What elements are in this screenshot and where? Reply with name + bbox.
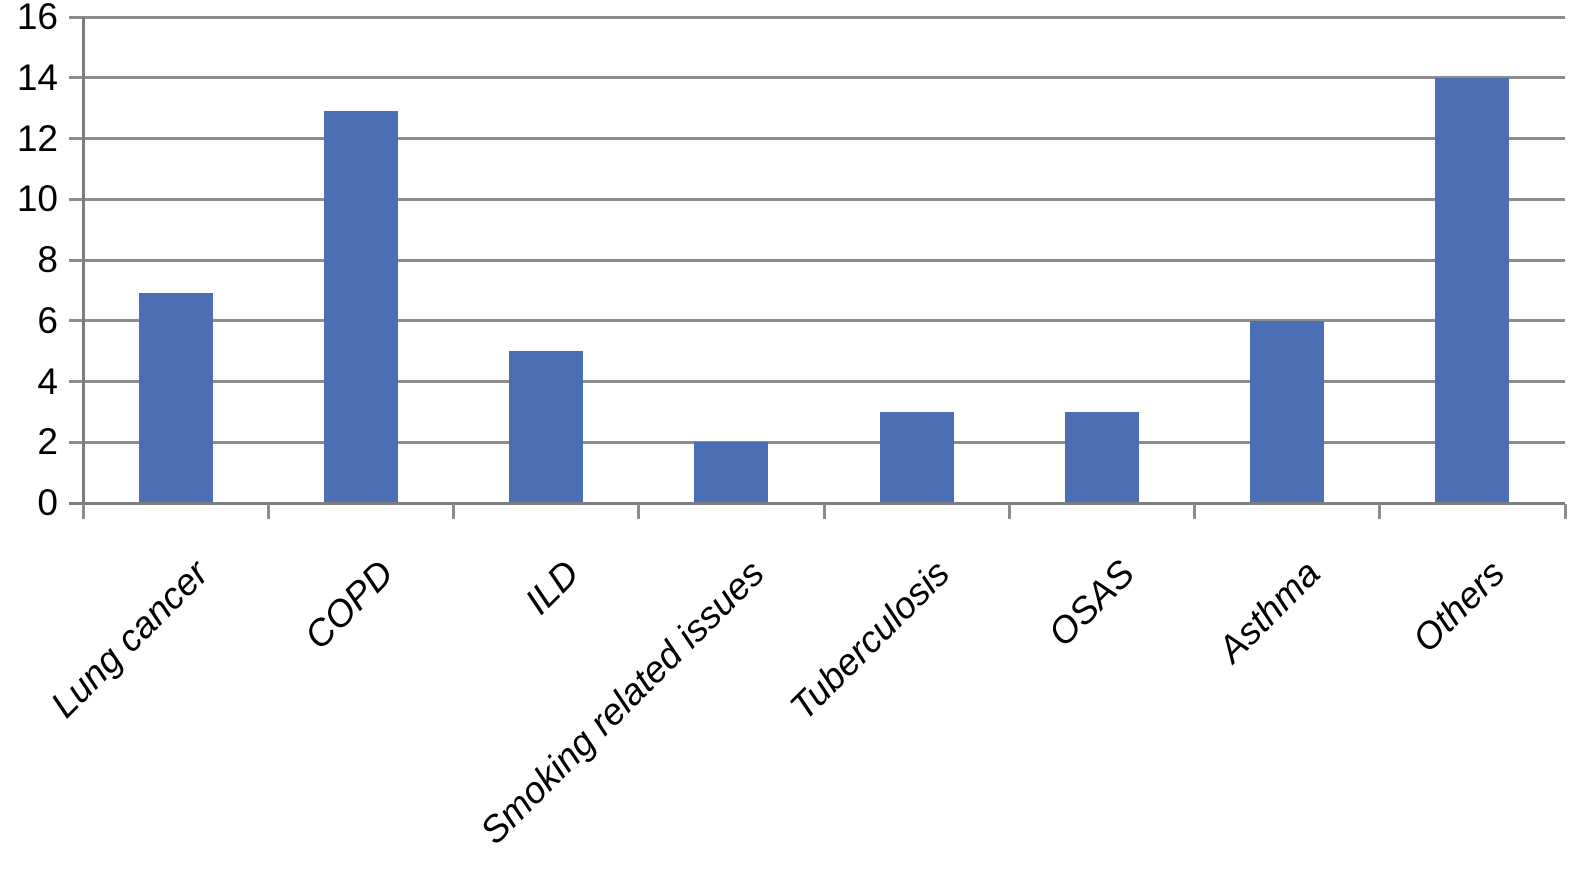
- gridline-y-12: [83, 137, 1565, 140]
- y-tick-mark: [69, 319, 83, 323]
- y-tick-label: 8: [37, 239, 58, 280]
- x-category-label-lung-cancer: Lung cancer: [42, 552, 216, 726]
- y-tick-mark: [69, 440, 83, 444]
- bar-copd: [323, 111, 398, 503]
- y-tick-mark: [69, 137, 83, 140]
- gridline-y-14: [83, 76, 1565, 80]
- gridline-y-8: [83, 258, 1565, 262]
- bar-others: [1435, 77, 1510, 503]
- x-tick-mark: [452, 504, 455, 519]
- y-tick-mark: [69, 197, 83, 201]
- x-category-label-osas: OSAS: [1040, 552, 1143, 654]
- x-tick-mark: [1378, 504, 1382, 519]
- y-tick-label: 10: [16, 178, 58, 220]
- y-tick-label: 6: [37, 299, 58, 341]
- x-tick-mark: [1193, 504, 1196, 519]
- x-category-label-smoking-related-issues: Smoking related issues: [472, 552, 772, 852]
- x-category-label-copd: COPD: [296, 552, 402, 657]
- y-tick-label: 12: [16, 117, 58, 159]
- x-axis-line: [69, 501, 1565, 505]
- gridline-y-6: [83, 319, 1565, 323]
- y-tick-mark: [69, 76, 83, 80]
- x-tick-mark: [822, 504, 826, 519]
- bar-lung-cancer: [138, 293, 213, 503]
- y-tick-mark: [69, 15, 83, 19]
- gridline-y-10: [83, 197, 1565, 201]
- x-tick-mark: [1563, 504, 1567, 519]
- y-tick-label: 2: [37, 421, 58, 463]
- bar-tuberculosis: [879, 411, 954, 503]
- y-tick-mark: [69, 258, 83, 262]
- bar-smoking-related-issues: [694, 442, 769, 503]
- x-tick-mark: [81, 504, 85, 519]
- bar-ild: [509, 351, 584, 503]
- bar-asthma: [1250, 320, 1325, 503]
- gridline-y-2: [83, 440, 1565, 444]
- x-tick-mark: [1007, 504, 1011, 519]
- y-axis-line: [81, 17, 85, 518]
- x-category-label-asthma: Asthma: [1209, 552, 1328, 670]
- y-tick-label: 0: [37, 482, 58, 523]
- y-tick-label: 4: [37, 360, 58, 402]
- x-category-label-ild: ILD: [516, 552, 587, 622]
- gridline-y-16: [83, 15, 1565, 19]
- y-tick-label: 14: [16, 56, 58, 98]
- bar-osas: [1064, 411, 1139, 503]
- y-tick-mark: [69, 380, 83, 383]
- gridline-y-4: [83, 380, 1565, 383]
- x-category-label-others: Others: [1405, 552, 1513, 660]
- x-category-label-tuberculosis: Tuberculosis: [781, 552, 957, 728]
- y-tick-label: 16: [16, 0, 58, 37]
- x-tick-mark: [266, 504, 270, 519]
- x-tick-mark: [637, 504, 641, 519]
